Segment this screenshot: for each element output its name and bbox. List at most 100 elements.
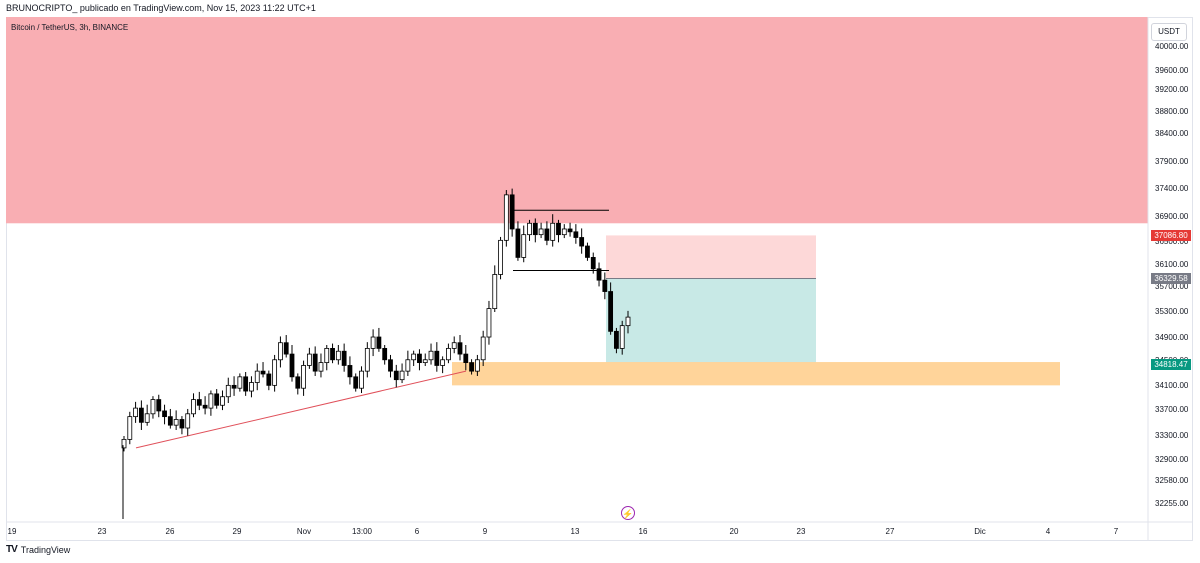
candle-body	[144, 413, 150, 423]
price-chart[interactable]	[6, 17, 1193, 541]
candle-body	[422, 359, 428, 364]
time-axis-label: 27	[885, 527, 895, 536]
candle-body	[440, 359, 446, 366]
candle-body	[179, 419, 185, 429]
candle-body	[202, 404, 208, 409]
price-axis-label: 35700.00	[1155, 282, 1189, 291]
trendline[interactable]	[135, 370, 467, 449]
candle-body	[260, 370, 266, 375]
demand-zone[interactable]	[452, 362, 1060, 386]
candle-body	[278, 342, 283, 361]
candle-body	[364, 347, 370, 372]
publication-header: BRUNOCRIPTO_ publicado en TradingView.co…	[6, 3, 316, 13]
candle-body	[515, 228, 521, 258]
candle-body	[254, 370, 260, 383]
candle-body	[480, 336, 486, 361]
candle-body	[237, 376, 243, 389]
symbol-title: Bitcoin / TetherUS, 3h, BINANCE	[11, 23, 129, 32]
candle-body	[411, 353, 417, 361]
price-axis-label: 39200.00	[1155, 85, 1189, 94]
price-axis-label: 37900.00	[1155, 157, 1189, 166]
candle-body	[156, 399, 162, 412]
candle-body	[399, 370, 405, 381]
candle-body	[469, 362, 474, 372]
candle-body	[243, 376, 249, 392]
candle-body	[463, 353, 469, 364]
tradingview-logo-icon: TV	[6, 544, 18, 555]
candle-body	[196, 399, 202, 406]
price-axis-label: 39600.00	[1155, 66, 1189, 75]
candle-body	[538, 228, 544, 236]
candle-body	[353, 376, 359, 389]
candle-body	[231, 384, 237, 389]
candle-body	[457, 342, 463, 355]
candle-body	[498, 239, 503, 275]
candle-body	[301, 365, 306, 389]
candle-body	[225, 384, 231, 398]
price-axis-label: 32255.00	[1155, 499, 1189, 508]
candle-body	[417, 353, 422, 364]
price-axis-label: 34100.00	[1155, 381, 1189, 390]
candle-body	[590, 257, 596, 270]
time-axis-label: 13	[570, 527, 580, 536]
candle-body	[521, 234, 527, 258]
candle-body	[306, 353, 312, 366]
candle-body	[208, 393, 214, 409]
time-axis-label: 16	[638, 527, 648, 536]
candle-body	[341, 350, 347, 366]
reward-zone[interactable]	[606, 278, 816, 365]
time-axis-label: 23	[97, 527, 107, 536]
candle-body	[370, 336, 376, 349]
time-axis-label: 7	[1113, 527, 1119, 536]
candlesticks	[121, 188, 631, 519]
candle-body	[585, 245, 590, 258]
time-axis-label: 26	[165, 527, 175, 536]
candle-body	[295, 376, 301, 389]
candle-body	[272, 359, 278, 386]
time-axis-label: 29	[232, 527, 242, 536]
time-axis-label: 20	[729, 527, 739, 536]
candle-body	[121, 438, 127, 449]
candle-body	[619, 325, 625, 349]
candle-body	[127, 416, 133, 440]
candle-body	[324, 347, 330, 364]
candle-body	[503, 194, 509, 241]
time-axis-label: 13:00	[351, 527, 373, 536]
footer-brand: TradingView	[20, 544, 71, 555]
price-axis-label: 32900.00	[1155, 455, 1189, 464]
time-axis-label: 19	[7, 527, 17, 536]
lightning-icon[interactable]: ⚡	[621, 506, 635, 520]
price-axis-label: 36900.00	[1155, 212, 1189, 221]
current-price-tag: 36329.58	[1151, 272, 1191, 284]
candle-body	[133, 407, 138, 418]
risk-zone[interactable]	[606, 235, 816, 279]
candle-body	[509, 194, 515, 230]
price-axis-label: 33700.00	[1155, 405, 1189, 414]
candle-body	[382, 347, 388, 361]
candle-body	[556, 222, 561, 236]
price-axis-label: 36500.00	[1155, 237, 1189, 246]
candle-body	[185, 413, 191, 429]
footer: TV TradingView	[6, 544, 70, 555]
supply-zone[interactable]	[6, 17, 1148, 224]
price-axis-label: 35300.00	[1155, 307, 1189, 316]
candle-body	[608, 291, 614, 332]
candle-body	[318, 362, 324, 372]
candle-body	[451, 342, 457, 349]
candle-body	[550, 222, 556, 241]
candle-body	[138, 407, 144, 423]
currency-button[interactable]: USDT	[1151, 23, 1187, 41]
candle-body	[532, 222, 538, 236]
candle-body	[474, 359, 480, 372]
time-axis-label: 6	[414, 527, 420, 536]
stop-price-tag: 37086.80	[1151, 229, 1191, 241]
candle-body	[602, 279, 608, 292]
candle-body	[561, 228, 567, 236]
time-axis-label: Dic	[974, 527, 986, 536]
price-axis-label: 40000.00	[1155, 42, 1189, 51]
time-axis-label: 23	[796, 527, 806, 536]
candle-body	[388, 359, 393, 372]
target-price-tag: 34818.47	[1151, 358, 1191, 370]
candle-body	[220, 396, 225, 406]
candle-body	[567, 228, 573, 233]
